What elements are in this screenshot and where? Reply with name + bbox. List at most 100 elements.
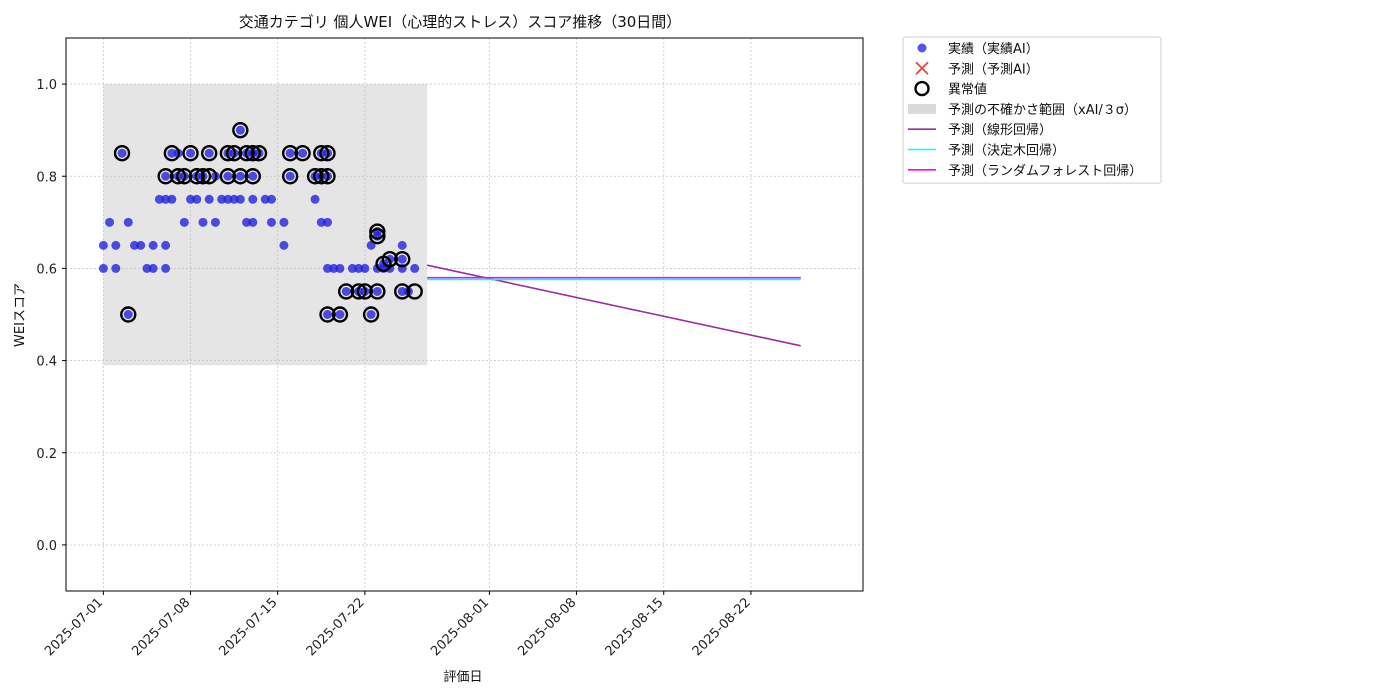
anomaly-ring [281,145,299,162]
legend-label: 予測の不確かさ範囲（xAI/３σ） [948,102,1137,118]
actual-point [397,286,407,296]
actual-point [204,148,214,158]
anomaly-ring [176,168,193,185]
actual-point [123,310,133,319]
actual-point [148,263,158,273]
actual-point [248,217,258,227]
anomaly-ring [331,306,349,323]
anomaly-ring [225,145,243,162]
actual-point [161,194,171,204]
anomaly-ring [157,168,174,185]
actual-point [360,263,370,273]
actual-point [167,148,177,158]
actual-point [123,217,133,227]
anomaly-ring [194,168,212,185]
anomaly-ring [381,251,398,268]
actual-point [266,194,276,204]
x-axis-title: 評価日 [443,670,482,685]
x-tick-label: 2025-07-01 [42,595,106,659]
x-tick-label: 2025-08-15 [603,595,667,659]
actual-point [335,263,345,273]
legend-box [902,36,1162,184]
actual-point [161,263,171,273]
actual-point [248,194,258,204]
anomaly-ring [369,283,386,300]
legend-actual-marker [917,43,927,53]
anomaly-ring [232,168,249,185]
x-tick-label: 2025-07-08 [129,595,193,659]
anomaly-ring [350,283,367,300]
y-tick-label: 0.8 [36,170,57,185]
actual-point [235,171,245,181]
actual-point [285,148,295,158]
actual-point [161,240,171,250]
x-tick-label: 2025-08-08 [515,595,579,659]
actual-point [266,217,276,227]
anomaly-ring [369,227,386,245]
y-axis-title: WEIスコア [13,283,28,347]
actual-point [397,254,407,264]
plot-background [66,38,863,591]
actual-point [111,263,121,273]
anomaly-ring [356,283,374,300]
actual-point [410,263,420,273]
anomaly-ring [313,145,330,162]
legend-label: 予測（線形回帰） [948,122,1052,138]
x-tick-label: 2025-07-22 [304,595,368,659]
anomaly-ring [394,251,411,268]
actual-point [186,194,196,204]
y-tick-label: 0.2 [36,447,57,462]
anomaly-ring [188,168,205,185]
actual-point [204,194,214,204]
anomaly-ring [238,145,255,162]
actual-point [372,286,382,296]
actual-point [248,171,258,181]
anomaly-ring [219,168,237,185]
legend-anomaly-marker [914,80,930,97]
anomaly-ring [406,283,423,300]
actual-point [217,194,227,204]
anomaly-ring [169,168,187,185]
y-tick-label: 1.0 [36,78,57,93]
legend-forecast-x-marker [915,61,929,75]
actual-point [179,217,189,227]
actual-point [341,286,351,296]
actual-point [397,240,407,250]
actual-point [210,217,220,227]
actual-point [354,263,364,273]
actual-point [285,171,295,181]
actual-point [117,148,127,158]
legend-band-patch [908,103,936,114]
actual-point [223,194,233,204]
anomaly-ring [113,145,131,162]
y-tick-label: 0.4 [36,355,57,370]
anomaly-ring [319,168,336,185]
plot-area: 0.0 0.2 0.4 0.6 0.8 1.0 2025-07-01 2025-07-08 20… [36,37,864,659]
actual-point [279,240,289,250]
x-tick-label: 2025-07-15 [216,595,280,659]
forecast-line [426,264,801,347]
actual-point [111,240,121,250]
anomaly-ring [250,145,268,162]
anomaly-ring [394,283,411,300]
actual-point [329,263,339,273]
anomaly-ring [201,168,218,185]
y-tick-label: 0.0 [36,539,57,554]
actual-point [316,217,326,227]
actual-point [310,194,320,204]
actual-point [323,217,333,227]
actual-point [142,263,152,273]
actual-point [161,171,171,181]
actual-point [298,148,308,158]
anomaly-ring [232,121,249,139]
anomaly-ring [313,168,330,185]
x-tick-label: 2025-08-22 [690,595,754,659]
x-tick-label: 2025-08-01 [428,595,492,659]
anomaly-ring [201,145,218,162]
actual-point [98,240,108,250]
actual-point [223,171,233,181]
actual-point [260,194,270,204]
anomaly-ring [244,145,261,162]
anomaly-ring [294,145,311,162]
